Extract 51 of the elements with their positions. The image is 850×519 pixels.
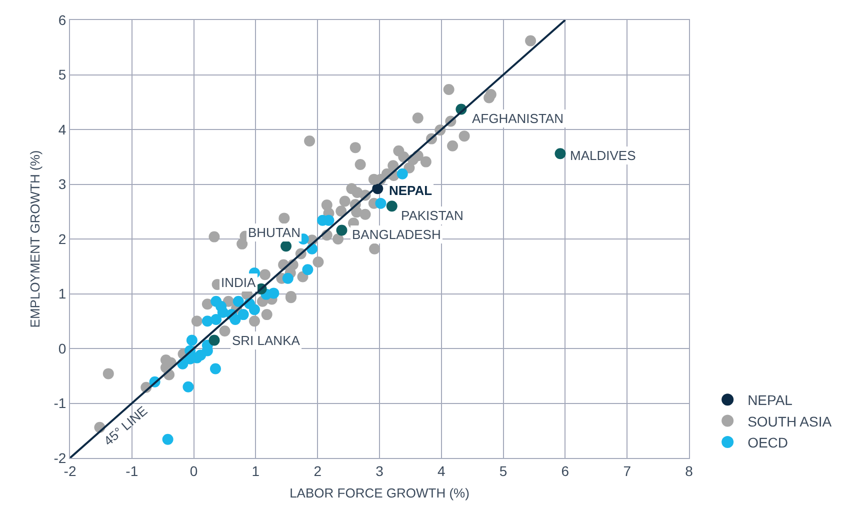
annotation: PAKISTAN bbox=[401, 208, 464, 223]
y-tick-label: 1 bbox=[58, 286, 66, 302]
x-tick-label: 8 bbox=[685, 462, 694, 479]
x-tick-label: 4 bbox=[438, 462, 446, 479]
y-tick-label: -1 bbox=[54, 395, 66, 412]
y-tick-label: -2 bbox=[54, 450, 66, 466]
legend-label: NEPAL bbox=[748, 392, 793, 408]
point bbox=[248, 304, 260, 316]
annotation: BHUTAN bbox=[248, 225, 300, 240]
point bbox=[268, 288, 280, 299]
annotation: NEPAL bbox=[389, 183, 432, 198]
point bbox=[232, 296, 244, 307]
point bbox=[386, 200, 398, 212]
point bbox=[210, 314, 222, 325]
annotation: AFGHANISTAN bbox=[472, 111, 564, 126]
point bbox=[230, 314, 241, 325]
y-tick-label: 0 bbox=[58, 340, 66, 356]
point bbox=[282, 272, 294, 284]
x-tick-label: 2 bbox=[314, 462, 322, 479]
point bbox=[280, 240, 292, 252]
x-axis-title: LABOR FORCE GROWTH (%) bbox=[290, 485, 470, 500]
y-tick-label: 3 bbox=[58, 176, 66, 192]
x-tick-label: 5 bbox=[499, 462, 508, 479]
x-tick-label: 6 bbox=[561, 462, 570, 479]
point bbox=[162, 434, 174, 445]
point bbox=[238, 309, 249, 320]
y-tick-label: 5 bbox=[58, 66, 66, 83]
point bbox=[182, 381, 194, 392]
x-tick-label: 3 bbox=[376, 462, 384, 479]
annotation: BANGLADESH bbox=[352, 227, 441, 242]
legend-label: OECD bbox=[748, 434, 788, 450]
x-tick-label: 1 bbox=[252, 462, 260, 479]
x-tick-label: 7 bbox=[623, 462, 632, 479]
y-axis-title: EMPLOYMENT GROWTH (%) bbox=[28, 150, 43, 328]
legend-label: SOUTH ASIA bbox=[748, 413, 832, 430]
point bbox=[208, 334, 220, 346]
point bbox=[336, 224, 348, 236]
point bbox=[554, 148, 566, 160]
annotation: MALDIVES bbox=[570, 148, 636, 163]
y-tick-label: 6 bbox=[58, 12, 66, 28]
point bbox=[375, 198, 386, 209]
annotation: SRI LANKA bbox=[232, 333, 300, 348]
point bbox=[302, 264, 314, 276]
x-tick-label: 0 bbox=[190, 462, 198, 479]
y-tick-label: 2 bbox=[58, 230, 66, 247]
x-tick-label: -1 bbox=[126, 462, 138, 479]
y-tick-label: 4 bbox=[58, 121, 66, 138]
point bbox=[210, 363, 221, 374]
point bbox=[396, 168, 408, 180]
annotation: INDIA bbox=[221, 275, 256, 290]
point bbox=[186, 334, 198, 346]
